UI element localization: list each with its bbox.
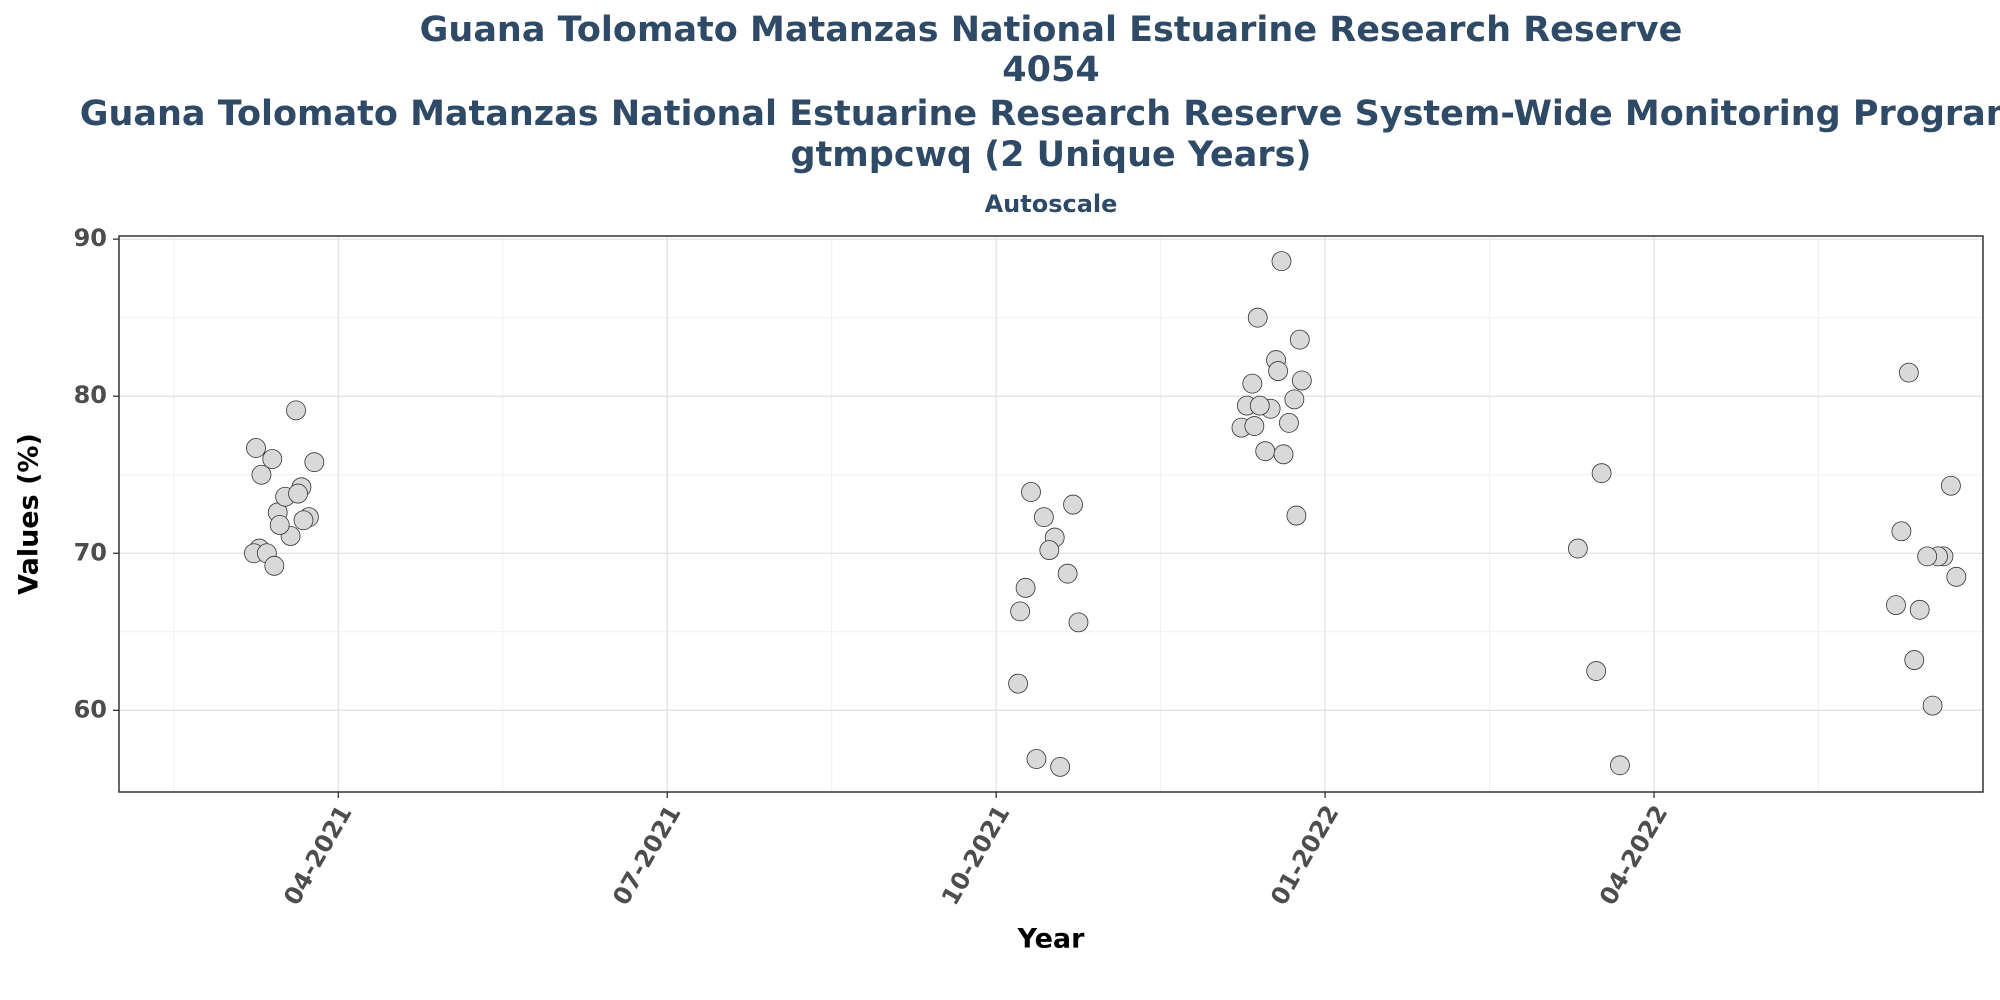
point	[1940, 475, 1961, 496]
y-tick-label: 90	[74, 224, 107, 252]
x-tick-label: 10-2021	[936, 801, 1015, 910]
point	[1015, 577, 1036, 598]
point	[1886, 595, 1906, 615]
point	[1917, 546, 1938, 567]
point	[1279, 413, 1299, 433]
point	[1286, 505, 1307, 526]
point	[1033, 507, 1054, 528]
point	[1068, 612, 1089, 633]
x-tick-label: 04-2021	[278, 801, 357, 910]
x-tick-label: 07-2021	[607, 801, 686, 910]
point	[1050, 756, 1071, 777]
point	[269, 515, 290, 535]
x-tick-label: 01-2022	[1265, 801, 1344, 910]
point	[251, 464, 272, 485]
point	[1273, 444, 1294, 465]
point	[1010, 601, 1031, 622]
point	[1291, 370, 1312, 391]
point	[1249, 395, 1270, 416]
point	[1063, 494, 1083, 515]
point	[1284, 389, 1305, 410]
point	[1244, 416, 1265, 436]
chart-title: 4054	[1002, 50, 1099, 90]
point	[1898, 362, 1919, 383]
point	[1909, 599, 1930, 620]
point	[1904, 650, 1925, 670]
point	[1247, 307, 1268, 328]
point	[1289, 329, 1310, 350]
chart-title: Guana Tolomato Matanzas National Estuari…	[420, 10, 1683, 50]
point	[1610, 755, 1630, 776]
point	[1891, 521, 1912, 542]
point	[1946, 566, 1967, 587]
chart-title: Guana Tolomato Matanzas National Estuari…	[80, 94, 2000, 134]
point	[1026, 749, 1047, 769]
point	[246, 438, 266, 458]
point	[1586, 661, 1607, 681]
point	[1255, 441, 1276, 462]
plot-border	[118, 235, 1984, 793]
x-tick-label: 04-2022	[1594, 801, 1673, 910]
point	[264, 555, 285, 576]
chart-title: gtmpcwq (2 Unique Years)	[791, 135, 1312, 175]
y-tick-label: 70	[74, 538, 107, 566]
point	[1922, 695, 1943, 716]
point	[1039, 540, 1060, 561]
point	[1057, 563, 1078, 584]
x-axis-label: Year	[1017, 924, 1086, 955]
chart-subtitle: Autoscale	[985, 190, 1118, 218]
y-tick-label: 60	[74, 695, 107, 723]
point	[1021, 482, 1041, 502]
point	[1268, 361, 1288, 381]
point	[286, 400, 306, 421]
point	[1567, 538, 1588, 559]
point	[262, 449, 283, 469]
point	[293, 510, 314, 531]
point	[288, 483, 308, 504]
point	[1242, 373, 1263, 394]
y-tick-label: 80	[74, 381, 107, 409]
point	[1271, 251, 1292, 272]
y-axis-label: Values (%)	[14, 433, 45, 595]
point	[1008, 673, 1029, 694]
point	[1591, 463, 1612, 484]
point	[304, 452, 325, 473]
